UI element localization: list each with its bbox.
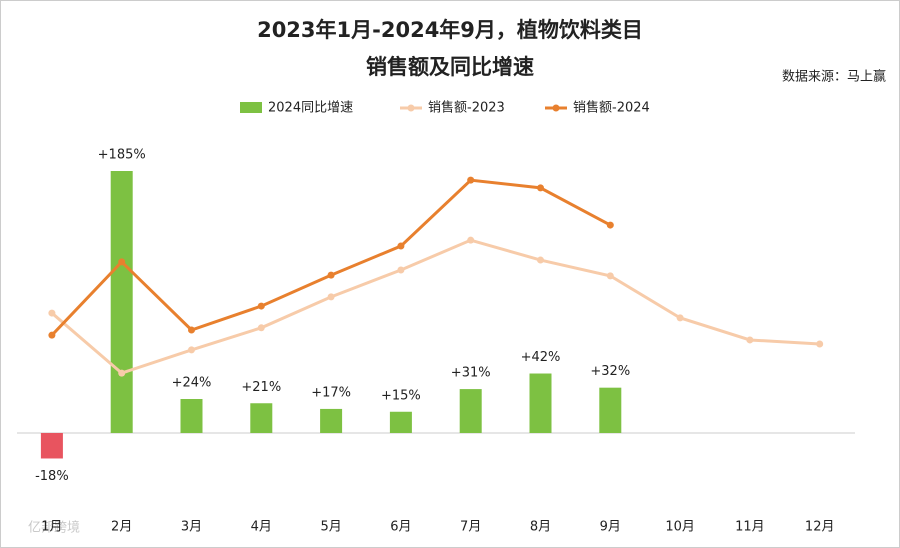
point xyxy=(676,314,684,322)
value-label: +185% xyxy=(98,148,146,163)
x-tick-label: 11月 xyxy=(735,520,765,535)
legend-swatch xyxy=(240,102,262,113)
bar xyxy=(180,399,203,433)
point xyxy=(48,331,56,339)
point xyxy=(816,340,824,348)
point xyxy=(257,324,265,332)
x-tick-label: 8月 xyxy=(530,520,551,535)
x-tick-label: 12月 xyxy=(805,520,835,535)
bar xyxy=(389,411,412,433)
x-tick-label: 3月 xyxy=(181,520,202,535)
x-tick-label: 2月 xyxy=(111,520,132,535)
point xyxy=(397,242,405,250)
point xyxy=(606,272,614,280)
legend-swatch xyxy=(407,104,415,112)
x-tick-label: 6月 xyxy=(390,520,411,535)
bar xyxy=(40,432,63,459)
value-label: -18% xyxy=(35,469,69,484)
bar xyxy=(110,171,133,433)
point xyxy=(257,302,265,310)
x-tick-label: 10月 xyxy=(665,520,695,535)
value-label: +17% xyxy=(311,385,351,400)
value-label: +21% xyxy=(241,380,281,395)
value-label: +15% xyxy=(381,388,421,403)
legend-label: 销售额-2023 xyxy=(428,100,505,116)
source: 数据来源：马上赢 xyxy=(782,69,886,85)
bar xyxy=(459,389,482,433)
point xyxy=(118,369,126,377)
value-label: +24% xyxy=(172,376,212,391)
point xyxy=(746,336,754,344)
x-tick-label: 5月 xyxy=(320,520,341,535)
point xyxy=(537,256,544,264)
chart-title: 2023年1月-2024年9月，植物饮料类目 xyxy=(257,18,643,42)
point xyxy=(188,346,195,354)
line xyxy=(50,178,612,337)
point xyxy=(467,176,475,184)
bar xyxy=(599,387,622,433)
x-tick-label: 7月 xyxy=(460,520,481,535)
watermark: 亿邦跨境 xyxy=(28,521,80,536)
point xyxy=(327,271,335,279)
bar xyxy=(320,408,343,433)
legend-swatch xyxy=(552,104,560,112)
legend-label: 销售额-2024 xyxy=(573,100,650,116)
x-tick-label: 1月 xyxy=(41,520,62,535)
x-tick-label: 9月 xyxy=(600,520,621,535)
point xyxy=(327,293,335,301)
point xyxy=(606,221,614,229)
point xyxy=(467,236,475,244)
point xyxy=(118,258,126,266)
point xyxy=(397,266,405,274)
bar xyxy=(529,373,552,433)
chart-subtitle: 销售额及同比增速 xyxy=(366,55,534,79)
value-label: +32% xyxy=(590,364,630,379)
bar xyxy=(250,403,273,433)
line xyxy=(50,238,820,375)
point xyxy=(48,309,56,317)
legend-label: 2024同比增速 xyxy=(268,101,353,116)
value-label: +31% xyxy=(451,366,491,381)
x-tick-label: 4月 xyxy=(251,520,272,535)
value-label: +42% xyxy=(521,350,561,365)
point xyxy=(537,184,544,192)
point xyxy=(188,326,195,334)
